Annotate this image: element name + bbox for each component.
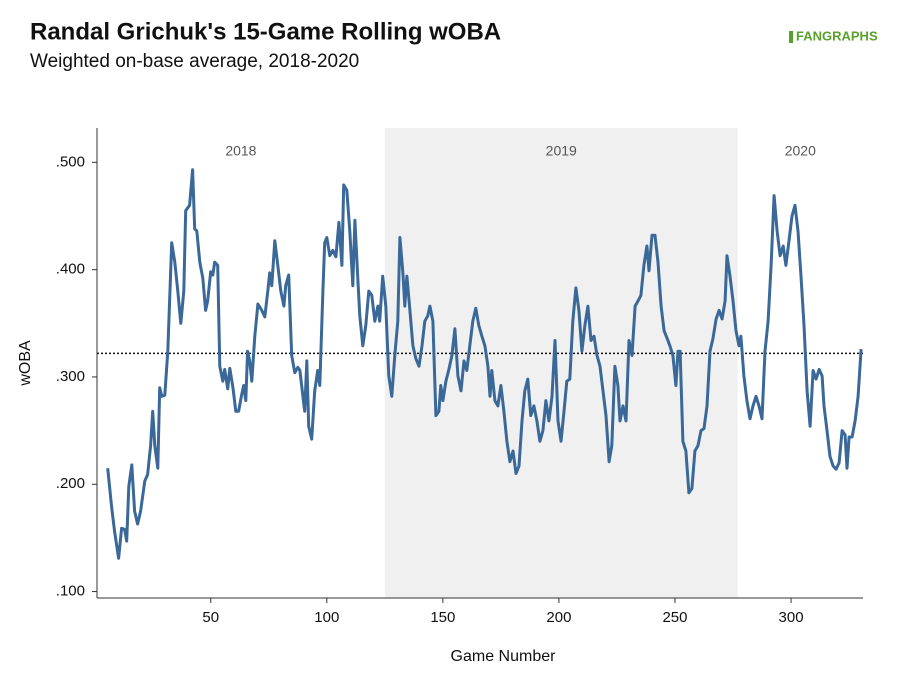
y-tick-label: .400 [56,261,85,278]
y-tick-label: .300 [56,368,85,385]
y-tick-label: .500 [56,153,85,170]
region-label: 2020 [785,143,816,159]
x-tick-label: 200 [546,609,571,626]
logo-mark [789,31,793,43]
x-tick-label: 300 [779,609,804,626]
region-label: 2019 [546,143,577,159]
chart-subtitle: Weighted on-base average, 2018-2020 [30,51,359,72]
y-axis-label: wOBA [17,340,34,387]
x-tick-label: 150 [430,609,455,626]
chart-title: Randal Grichuk's 15-Game Rolling wOBA [30,18,501,45]
y-tick-label: .200 [56,475,85,492]
source-logo: FANGRAPHS [796,28,878,43]
x-tick-label: 50 [202,609,219,626]
x-tick-label: 100 [314,609,339,626]
region-shade [384,128,738,598]
y-tick-label: .100 [56,583,85,600]
x-axis-label: Game Number [451,648,557,665]
x-tick-label: 250 [662,609,687,626]
region-label: 2018 [225,143,256,159]
data-line [106,168,863,560]
